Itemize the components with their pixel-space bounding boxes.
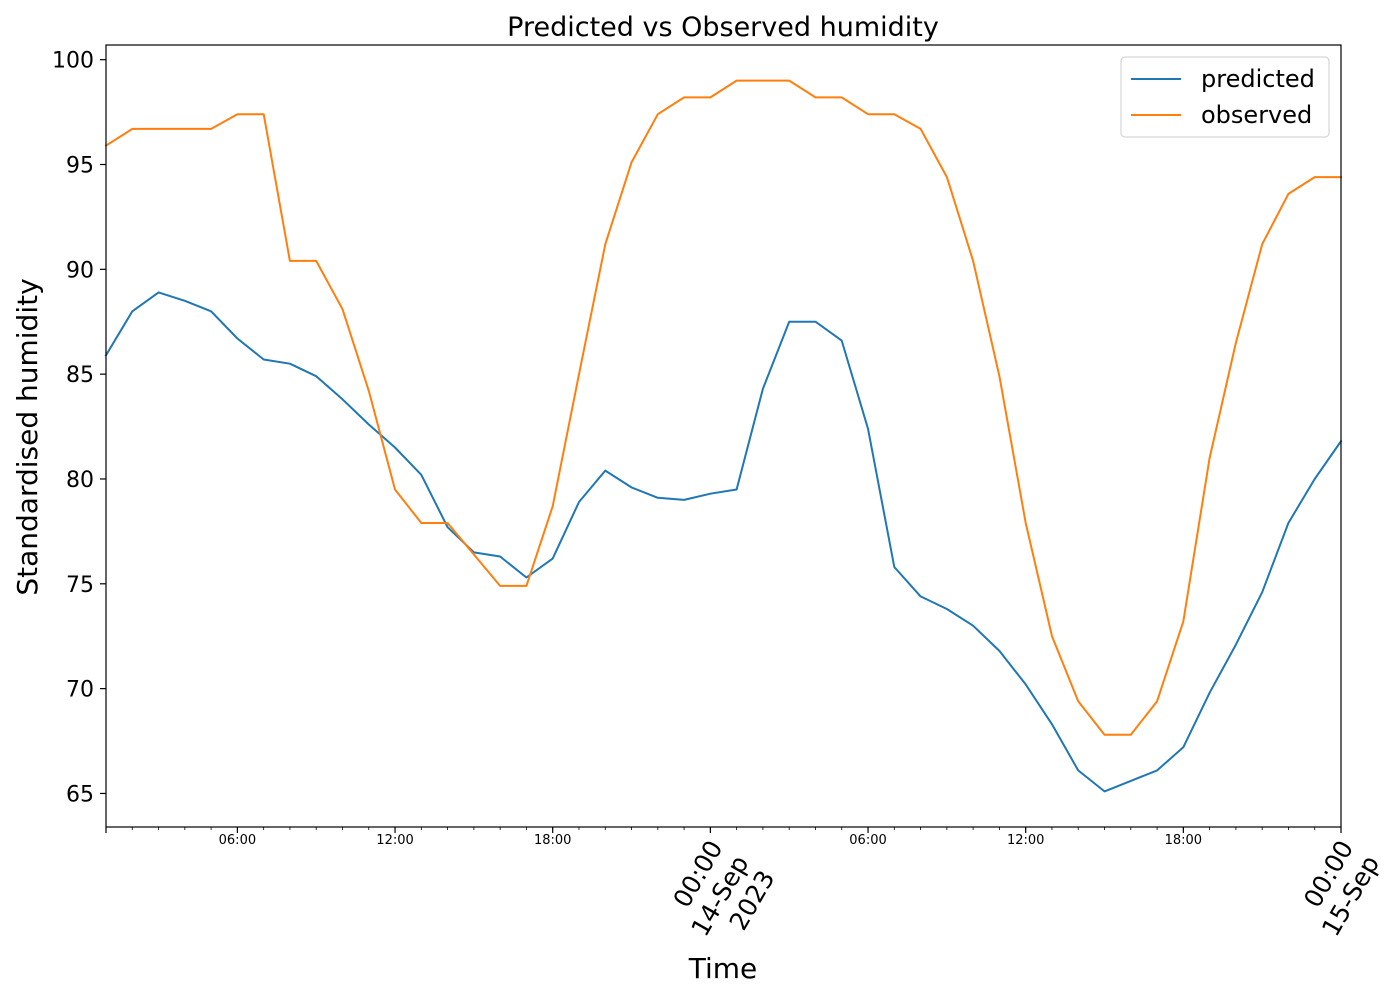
x-axis-label: Time	[688, 952, 758, 985]
series-line-observed	[104, 79, 1342, 736]
x-tick-label-major: 00:0015-Sep	[1290, 836, 1385, 942]
legend-label-observed: observed	[1201, 101, 1312, 129]
y-tick-label: 75	[66, 573, 94, 598]
x-tick-label: 06:00	[219, 833, 256, 848]
y-tick-label: 95	[66, 154, 94, 179]
y-tick-label: 100	[52, 49, 94, 74]
y-tick-label: 90	[66, 258, 94, 283]
x-tick-label: 18:00	[1165, 833, 1202, 848]
y-axis-label: Standardised humidity	[11, 278, 44, 595]
y-tick-label: 80	[66, 468, 94, 493]
chart-title: Predicted vs Observed humidity	[507, 12, 939, 43]
x-tick-label-major: 00:0014-Sep2023	[659, 836, 780, 957]
plot-area: 65 70 75 80 85 90 95 100 06:00 12:00 18:00 00:0014-…	[52, 44, 1385, 957]
y-tick-label: 70	[66, 678, 94, 703]
x-tick-label: 12:00	[1007, 833, 1044, 848]
plot-frame	[105, 44, 1342, 828]
legend-label-predicted: predicted	[1201, 65, 1315, 93]
x-tick-label: 06:00	[849, 833, 886, 848]
x-tick-label: 18:00	[534, 833, 571, 848]
legend-box	[1120, 56, 1330, 138]
y-tick-label: 65	[66, 782, 94, 807]
x-tick-label: 12:00	[376, 833, 413, 848]
legend: predicted observed	[1120, 56, 1330, 138]
y-tick-label: 85	[66, 363, 94, 388]
series-line-predicted	[104, 291, 1343, 793]
